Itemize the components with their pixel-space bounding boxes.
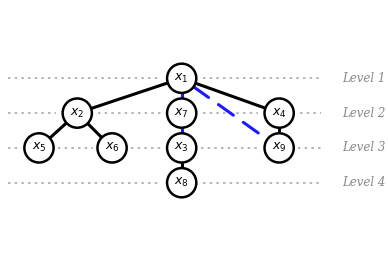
- Circle shape: [24, 133, 54, 163]
- Text: $x_9$: $x_9$: [272, 141, 286, 155]
- Text: Level 4: Level 4: [342, 176, 385, 189]
- Circle shape: [167, 98, 196, 128]
- Text: $x_5$: $x_5$: [32, 141, 46, 155]
- Circle shape: [265, 133, 294, 163]
- Text: $x_4$: $x_4$: [272, 106, 286, 120]
- Circle shape: [62, 98, 92, 128]
- Text: Level 3: Level 3: [342, 141, 385, 155]
- Text: $x_2$: $x_2$: [70, 106, 85, 120]
- Circle shape: [97, 133, 127, 163]
- Text: Level 2: Level 2: [342, 106, 385, 120]
- Circle shape: [167, 133, 196, 163]
- Text: $x_7$: $x_7$: [174, 106, 189, 120]
- Circle shape: [167, 168, 196, 197]
- Circle shape: [167, 64, 196, 93]
- Text: $x_6$: $x_6$: [105, 141, 120, 155]
- Text: $x_3$: $x_3$: [174, 141, 189, 155]
- Circle shape: [265, 98, 294, 128]
- Text: $x_8$: $x_8$: [174, 176, 189, 189]
- Text: Level 1: Level 1: [342, 72, 385, 85]
- Text: $x_1$: $x_1$: [175, 72, 189, 85]
